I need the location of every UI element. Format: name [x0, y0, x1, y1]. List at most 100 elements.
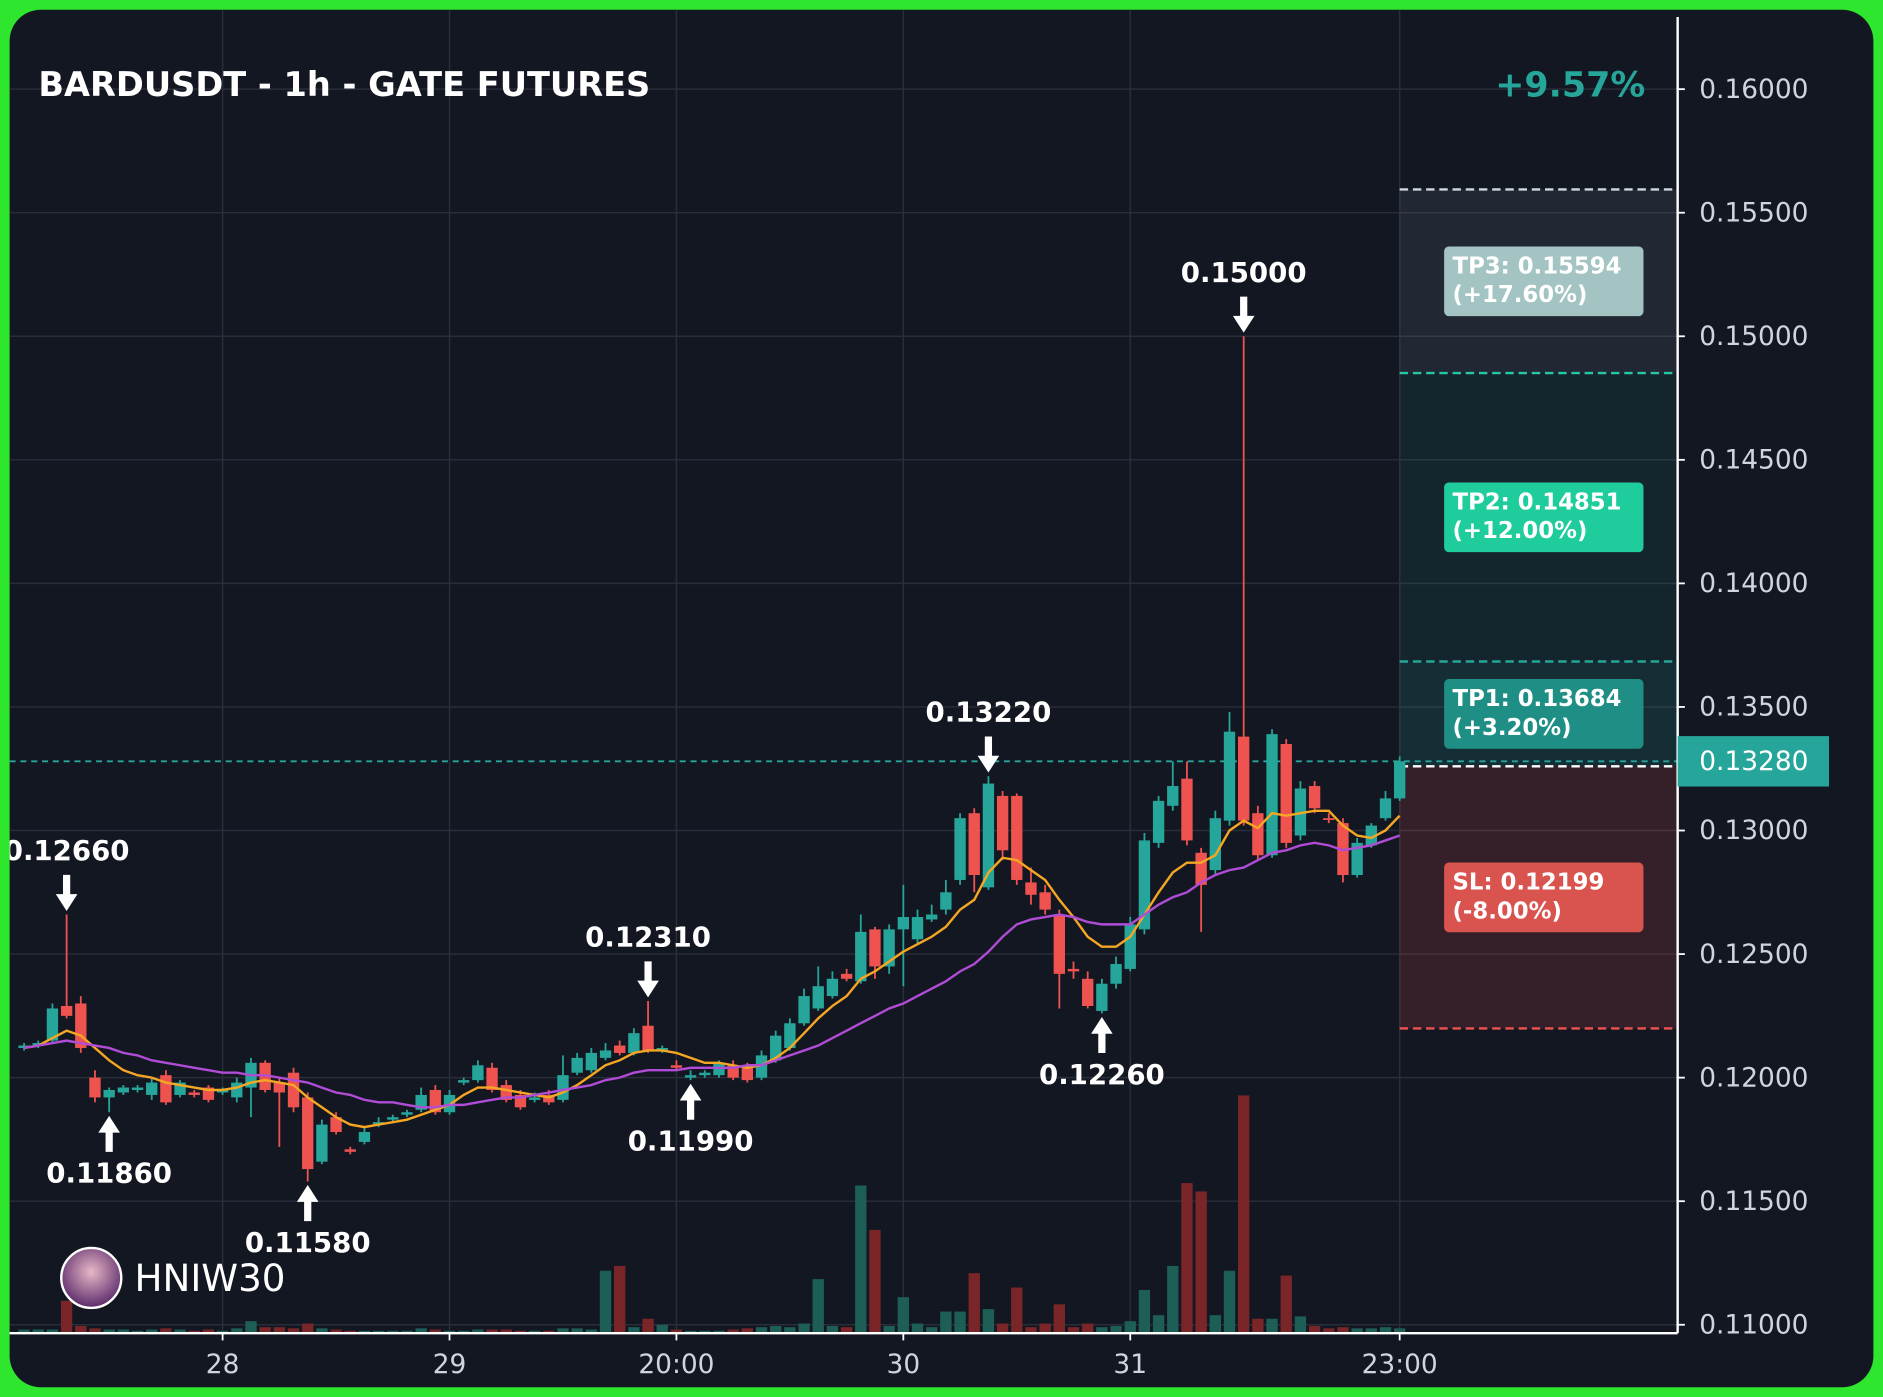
- volume-bar: [599, 1270, 612, 1334]
- y-tick-label: 0.11500: [1699, 1186, 1808, 1217]
- candle-body: [826, 978, 839, 997]
- volume-bar: [883, 1325, 895, 1334]
- candle-body: [316, 1124, 328, 1162]
- candle-body: [302, 1097, 314, 1170]
- volume-bar: [869, 1229, 881, 1334]
- volume-bar: [1124, 1321, 1136, 1334]
- volume-bar: [741, 1328, 754, 1334]
- candle-body: [500, 1085, 512, 1100]
- volume-bar: [628, 1327, 640, 1334]
- candle-body: [840, 973, 853, 979]
- candle-body: [1266, 734, 1278, 856]
- candle-body: [1195, 852, 1207, 885]
- candle-body: [1067, 968, 1080, 972]
- candle-body: [216, 1090, 229, 1093]
- candle-body: [670, 1065, 683, 1068]
- volume-bar: [614, 1265, 626, 1334]
- volume-bar: [996, 1323, 1009, 1334]
- y-tick-label: 0.13500: [1699, 692, 1808, 723]
- volume-bar: [855, 1185, 867, 1334]
- volume-bar: [727, 1329, 739, 1334]
- volume-bar: [1351, 1328, 1363, 1334]
- candle-body: [684, 1075, 697, 1078]
- x-tick-label: 20:00: [638, 1349, 714, 1380]
- volume-bar: [755, 1327, 768, 1334]
- candle-body: [699, 1072, 711, 1076]
- level-label-box: [1444, 482, 1644, 553]
- candle-body: [117, 1087, 130, 1093]
- candle-body: [869, 929, 881, 967]
- candle-body: [1110, 963, 1122, 984]
- candle-body: [1365, 825, 1377, 846]
- y-tick-label: 0.12000: [1699, 1062, 1808, 1093]
- candle-body: [1323, 818, 1335, 820]
- volume-bar: [940, 1311, 952, 1334]
- candle-body: [741, 1065, 754, 1081]
- candle-body: [585, 1052, 598, 1071]
- volume-bar: [60, 1300, 73, 1334]
- x-tick-label: 29: [433, 1349, 467, 1380]
- volume-bar: [32, 1329, 44, 1334]
- volume-bar: [1053, 1304, 1066, 1334]
- volume-bar: [926, 1327, 938, 1334]
- candle-body: [1082, 978, 1094, 1006]
- annotation-arrow: [98, 1115, 120, 1152]
- candle-body: [1138, 840, 1151, 930]
- candle-body: [89, 1077, 101, 1098]
- volume-bar: [1294, 1316, 1307, 1334]
- candle-body: [571, 1057, 583, 1073]
- candle-body: [387, 1117, 399, 1120]
- level-pct: (+12.00%): [1453, 518, 1588, 544]
- volume-bar: [1209, 1315, 1221, 1334]
- candle-body: [1252, 813, 1264, 856]
- candle-body: [1025, 882, 1037, 895]
- candle-body: [188, 1092, 200, 1095]
- annotation-arrow: [977, 736, 1000, 773]
- volume-bar: [1365, 1328, 1377, 1334]
- candle-body: [940, 892, 952, 910]
- candle-body: [784, 1023, 796, 1048]
- candle-body: [528, 1097, 541, 1100]
- annotation-label: 0.11580: [245, 1226, 371, 1259]
- axes: 0.16000 0.15500 0.15000 0.14500 0.14000 0.135…: [9, 16, 1829, 1380]
- candle-body: [656, 1047, 668, 1051]
- volume-bar: [1252, 1318, 1264, 1334]
- candle-body: [1209, 818, 1221, 871]
- level-pct: (+17.60%): [1453, 282, 1588, 308]
- annotation-arrow: [679, 1083, 702, 1120]
- volume-bar: [330, 1329, 342, 1334]
- y-tick-label: 0.15500: [1699, 197, 1808, 228]
- volume-bar: [1266, 1318, 1278, 1334]
- change: +9.57%: [1495, 66, 1645, 106]
- level-label: TP1: 0.13684: [1453, 686, 1622, 712]
- volume-bar: [429, 1329, 442, 1334]
- volume-bar: [585, 1329, 598, 1334]
- candle-body: [812, 986, 824, 1009]
- candle-body: [713, 1062, 725, 1076]
- candle-body: [1280, 744, 1292, 843]
- volume-bar: [1082, 1323, 1094, 1334]
- candle-body: [1053, 914, 1066, 974]
- candle-body: [1167, 786, 1179, 806]
- annotation-label: 0.13220: [926, 696, 1052, 729]
- level-pct: (-8.00%): [1453, 898, 1562, 924]
- candle-body: [1152, 800, 1165, 843]
- y-tick-label: 0.14000: [1699, 568, 1808, 599]
- volume-bar: [1394, 1328, 1406, 1334]
- volume-bar: [1039, 1323, 1051, 1334]
- candle-body: [1379, 798, 1392, 819]
- y-tick-label: 0.12500: [1699, 939, 1808, 970]
- x-tick-label: 30: [887, 1349, 921, 1380]
- volume-bar: [1323, 1328, 1335, 1334]
- volume-bar: [415, 1328, 427, 1334]
- candle-body: [911, 917, 924, 940]
- volume-bar: [1181, 1183, 1193, 1334]
- volume-bar: [316, 1328, 328, 1334]
- candle-body: [557, 1075, 569, 1100]
- candle-body: [330, 1117, 342, 1133]
- plot-over: TP3: 0.15594 (+17.60%) TP2: 0.14851 (+12.00…: [10, 246, 1644, 1259]
- volume-bar: [1167, 1265, 1179, 1334]
- candle-body: [46, 1008, 59, 1041]
